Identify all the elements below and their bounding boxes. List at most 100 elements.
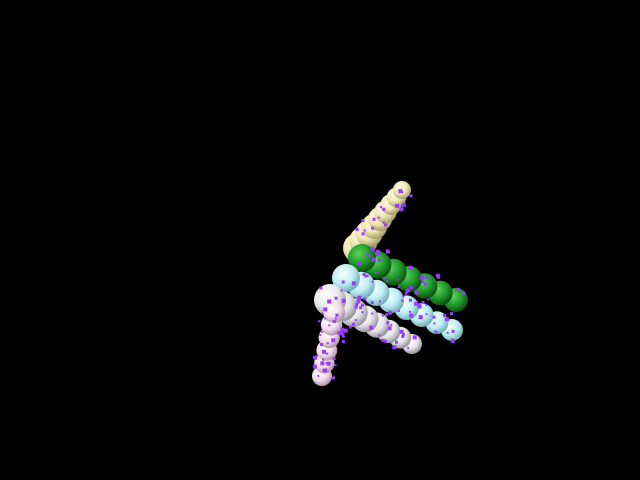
surface-dot	[398, 189, 403, 194]
chain-green[interactable]	[348, 244, 468, 312]
surface-dot	[322, 368, 325, 371]
surface-dot	[361, 232, 365, 236]
surface-dot	[357, 295, 362, 300]
surface-dot	[377, 216, 380, 219]
surface-dot	[323, 307, 328, 312]
surface-dot	[435, 273, 440, 278]
surface-dot	[385, 249, 390, 254]
surface-dot	[369, 255, 372, 258]
surface-dot	[361, 311, 364, 314]
surface-dot	[409, 313, 414, 318]
surface-dot	[341, 280, 345, 284]
surface-dot	[340, 327, 345, 332]
surface-dot	[334, 296, 338, 300]
surface-dot	[404, 291, 408, 295]
surface-dot	[332, 319, 336, 323]
bead-green[interactable]	[348, 244, 376, 272]
surface-dot	[381, 338, 385, 342]
surface-dot	[451, 329, 455, 333]
surface-dot	[401, 299, 404, 302]
surface-dot	[359, 306, 363, 310]
surface-dot	[383, 277, 386, 280]
surface-dot	[312, 364, 317, 369]
surface-dot	[355, 303, 359, 307]
surface-dot	[434, 330, 437, 333]
surface-dot	[320, 361, 325, 366]
surface-dot	[369, 325, 374, 330]
surface-dot	[334, 317, 337, 320]
surface-dots-layer	[312, 189, 466, 380]
surface-dot	[425, 275, 429, 279]
chain-cyan[interactable]	[332, 264, 463, 341]
surface-dot	[341, 334, 345, 338]
surface-dot	[371, 312, 374, 315]
surface-dot	[443, 314, 446, 317]
surface-dot	[366, 253, 370, 257]
surface-dot	[401, 202, 406, 207]
surface-dot	[395, 340, 398, 344]
surface-dot	[321, 312, 324, 315]
surface-dot	[363, 297, 367, 301]
surface-dot	[322, 358, 325, 361]
surface-dot	[343, 328, 348, 333]
surface-dot	[376, 251, 381, 255]
surface-dot	[384, 223, 388, 227]
surface-dot	[371, 226, 375, 230]
surface-dot	[412, 335, 417, 340]
surface-dot	[318, 320, 321, 323]
surface-dot	[320, 343, 324, 347]
surface-dot	[375, 271, 378, 274]
surface-dot	[397, 286, 400, 289]
surface-dot	[326, 361, 331, 366]
chain-white[interactable]	[314, 284, 422, 354]
surface-dot	[357, 261, 361, 265]
surface-dot	[394, 346, 397, 349]
surface-dot	[352, 322, 355, 326]
surface-dot	[417, 304, 422, 309]
surface-dot	[397, 309, 400, 312]
surface-dot	[319, 334, 322, 336]
surface-dot	[432, 315, 436, 319]
surface-dot	[335, 313, 339, 317]
surface-dot	[446, 331, 449, 334]
surface-dot	[382, 221, 385, 224]
surface-dot	[384, 339, 387, 343]
surface-dot	[332, 357, 336, 361]
surface-dot	[315, 355, 318, 358]
surface-dot	[420, 275, 425, 280]
surface-dot	[378, 300, 381, 303]
surface-dot	[324, 317, 327, 320]
surface-dot	[360, 303, 364, 307]
surface-dot	[351, 281, 356, 286]
surface-dot	[340, 332, 344, 336]
surface-dot	[433, 322, 436, 325]
surface-dot	[328, 324, 331, 327]
surface-dot	[401, 334, 405, 338]
surface-dot	[323, 368, 328, 373]
surface-dot	[386, 321, 390, 325]
surface-dot	[414, 301, 419, 306]
surface-dot	[399, 207, 404, 212]
surface-dot	[361, 219, 365, 222]
surface-dot	[377, 258, 381, 262]
surface-dot	[425, 313, 428, 316]
surface-dot	[319, 286, 323, 290]
surface-dot	[354, 319, 357, 322]
surface-dot	[409, 298, 412, 302]
surface-dot	[397, 278, 400, 281]
surface-dot	[381, 314, 384, 317]
surface-dot	[373, 249, 376, 252]
surface-dot	[435, 331, 438, 334]
surface-dot	[326, 342, 329, 345]
surface-dot	[364, 274, 368, 278]
surface-dot	[370, 246, 375, 251]
surface-dot	[348, 325, 352, 329]
surface-dot	[340, 289, 343, 292]
surface-dot	[410, 286, 413, 290]
surface-dot	[362, 272, 366, 276]
bead-pink[interactable]	[323, 301, 345, 323]
surface-dot	[338, 331, 343, 336]
surface-dot	[421, 300, 425, 304]
